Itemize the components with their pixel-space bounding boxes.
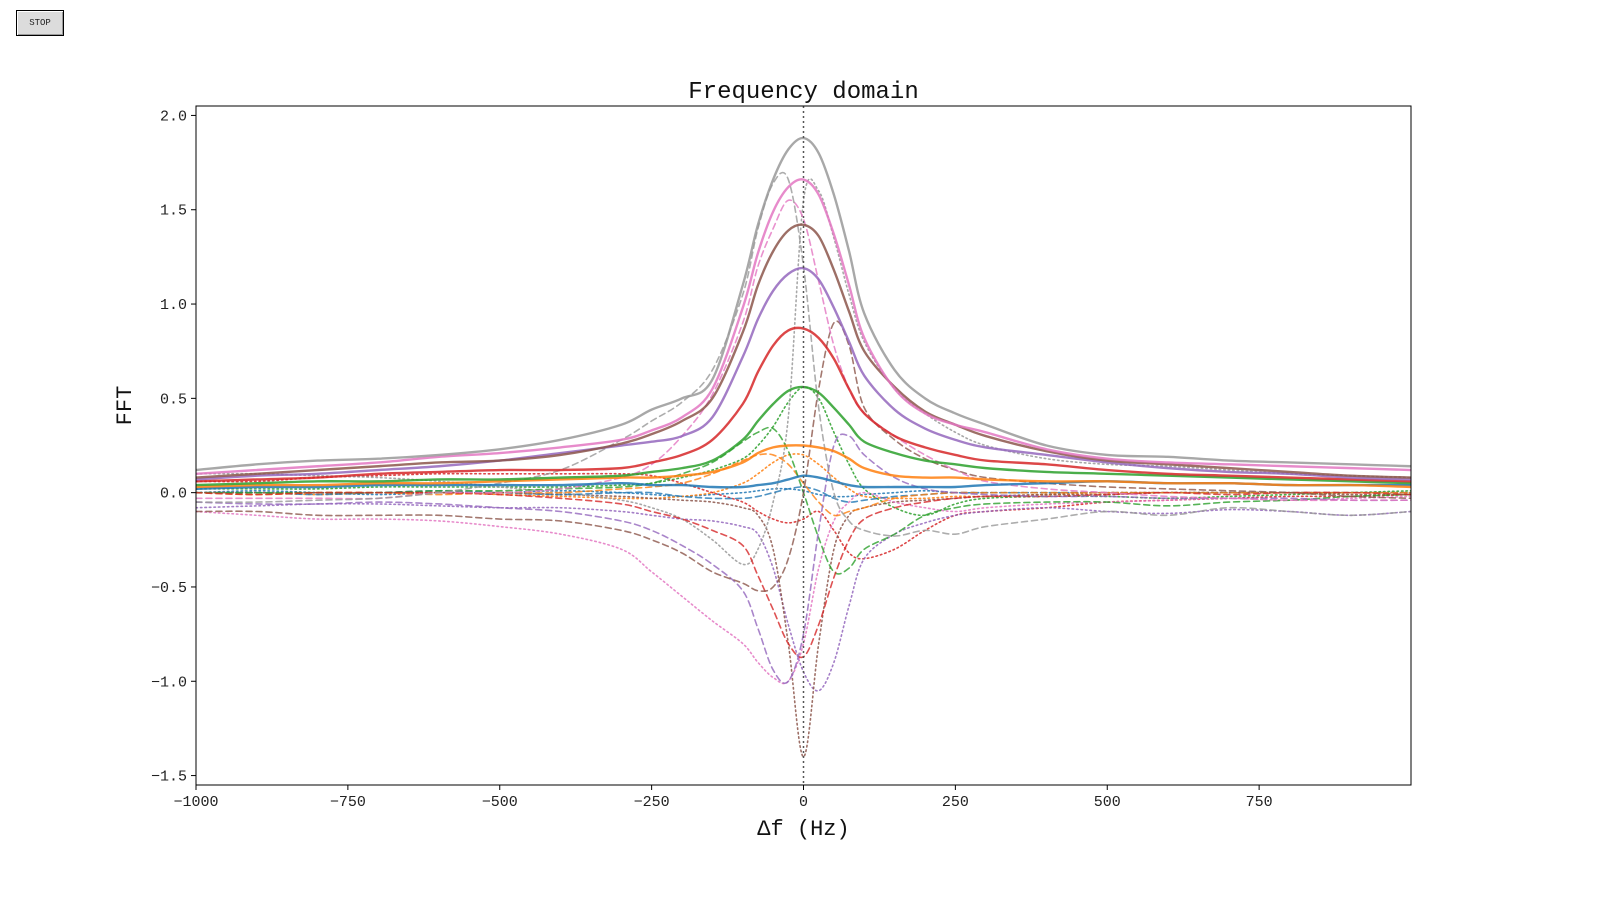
y-tick-label: 0.5 [160, 391, 187, 408]
y-tick-label: 0.0 [160, 486, 187, 503]
x-tick-label: −1000 [173, 794, 218, 811]
stop-button[interactable]: STOP [16, 10, 64, 36]
series-line-solid-7 [196, 136, 1411, 472]
x-tick-label: 750 [1246, 794, 1273, 811]
chart-title: Frequency domain [688, 79, 918, 106]
x-axis-label: Δf (Hz) [757, 817, 849, 842]
series-line-dotted-23 [196, 177, 1411, 566]
x-tick-label: 250 [942, 794, 969, 811]
series-line-dashed-14 [196, 199, 1411, 502]
y-tick-label: 1.0 [160, 297, 187, 314]
series-line-solid-1 [196, 444, 1411, 489]
series-line-solid-6 [196, 178, 1411, 475]
x-tick-label: 0 [799, 794, 808, 811]
y-tick-label: −0.5 [151, 580, 187, 597]
series-line-solid-5 [196, 223, 1411, 479]
x-tick-label: −500 [482, 794, 518, 811]
y-axis-label: FFT [113, 386, 138, 426]
y-tick-label: −1.5 [151, 769, 187, 786]
y-tick-label: 1.5 [160, 203, 187, 220]
series-line-dotted-19 [196, 472, 1411, 560]
series-line-solid-3 [196, 326, 1411, 483]
y-tick-label: −1.0 [151, 674, 187, 691]
x-tick-label: 500 [1094, 794, 1121, 811]
series-line-dashed-13 [196, 320, 1411, 593]
x-tick-label: −250 [634, 794, 670, 811]
x-tick-label: −750 [330, 794, 366, 811]
y-tick-label: 2.0 [160, 108, 187, 125]
series-line-dashed-12 [196, 433, 1411, 685]
